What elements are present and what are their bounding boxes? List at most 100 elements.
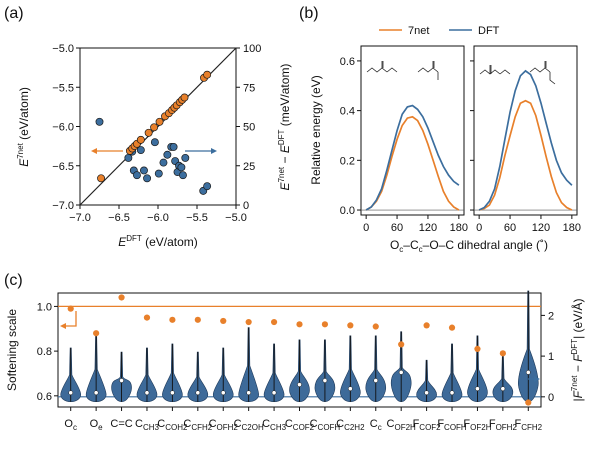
y2-tick-label: 1 — [548, 351, 554, 363]
error-point — [136, 146, 145, 154]
error-point — [124, 153, 133, 162]
category-label: FOFH2 — [489, 418, 518, 432]
x-tick-label: −6.5 — [108, 212, 130, 224]
y2-tick-label: 0 — [243, 200, 249, 212]
violin-median — [475, 386, 480, 392]
panel-b-label: (b) — [299, 5, 319, 22]
y-tick-label: −5.5 — [52, 82, 74, 94]
panel-c-softening-dots — [67, 294, 532, 406]
y-tick-label: 0.6 — [37, 391, 52, 403]
y-tick-label: −6.0 — [52, 122, 74, 134]
softening-dot — [347, 322, 354, 329]
violin-median — [424, 390, 429, 396]
x-tick-label: 0 — [363, 222, 369, 234]
error-point — [169, 142, 178, 151]
energy-point — [150, 123, 159, 132]
x-tick-label: −7.0 — [69, 212, 91, 224]
error-point — [132, 171, 141, 180]
panel-c-label: (c) — [4, 272, 23, 289]
violin-median — [93, 390, 99, 396]
x-tick-label: −5.0 — [225, 212, 247, 224]
error-point — [163, 150, 172, 159]
right-arrow-blue — [185, 148, 217, 154]
x-tick-label: −6.0 — [147, 212, 169, 224]
softening-dot — [245, 318, 252, 326]
y-tick-label: 1.0 — [37, 301, 52, 313]
series-line-7net — [365, 115, 460, 211]
panel-c: (c) 0.60.81.0 012 Oc Oe C=C CCH3CCOH2CCFH2C… — [4, 272, 585, 432]
softening-dot — [398, 341, 405, 348]
category-label: Cc — [370, 418, 382, 432]
panel-a-y2-ticks: 0 25 50 75 100 — [236, 43, 261, 212]
softening-dot — [93, 330, 100, 337]
panel-b-x-ticks: 0 60 120 180 0 60 120 180 — [363, 215, 581, 234]
energy-point — [180, 93, 189, 102]
energy-point — [136, 135, 145, 144]
softening-dot — [118, 294, 125, 301]
category-label: CCOFH — [310, 418, 341, 432]
violin-median — [144, 390, 150, 396]
violin-median — [170, 390, 175, 396]
error-point — [179, 171, 187, 180]
series-line-7net — [478, 99, 573, 211]
panel-a-energy-points — [97, 70, 212, 183]
softening-dot — [67, 305, 74, 312]
legend-label-7net: 7net — [408, 25, 429, 37]
category-label: CCOF2 — [285, 418, 315, 432]
panel-b-legend: 7net DFT — [379, 25, 500, 37]
category-label: CCH3 — [262, 418, 287, 432]
category-label: C=C — [110, 418, 132, 430]
violin-median — [525, 370, 531, 375]
x-tick-label: 60 — [391, 222, 403, 234]
softening-dot — [143, 314, 151, 321]
softening-dot — [220, 317, 227, 325]
error-point — [159, 158, 168, 167]
violin-median — [220, 390, 226, 396]
category-label: FCOF2 — [413, 418, 442, 432]
violin-median — [373, 378, 379, 383]
error-point — [150, 138, 159, 147]
violin-median — [322, 378, 328, 383]
softening-dot — [372, 323, 379, 330]
category-label: CC2OH — [234, 418, 264, 432]
x-tick-label: 60 — [504, 222, 516, 234]
molecule-sketch-1 — [366, 61, 398, 73]
panel-b-x-label: Oc–Cc–O–C dihedral angle (˚) — [390, 238, 548, 254]
error-point — [95, 117, 104, 126]
energy-point — [144, 128, 153, 137]
panel-a-x-ticks: −7.0 −6.5 −6.0 −5.5 −5.0 — [69, 205, 247, 224]
y-tick-label: 0.2 — [340, 155, 355, 167]
y-tick-label: 0.0 — [340, 205, 355, 217]
category-label: CCOH2 — [157, 418, 188, 432]
violin-median — [398, 370, 404, 375]
softening-dot — [448, 324, 456, 331]
violin-median — [68, 390, 74, 396]
y-tick-label: −6.5 — [52, 161, 74, 173]
x-tick-label: 180 — [563, 222, 581, 234]
violin-median — [195, 390, 201, 396]
molecule-sketch-2 — [417, 61, 439, 80]
category-label: COF2H — [387, 418, 417, 432]
category-label: FOF2H — [463, 418, 491, 432]
series-line-dft — [478, 69, 573, 211]
category-label: Oe — [90, 418, 104, 432]
panel-a-x-label: EDFT (eV/atom) — [118, 234, 198, 249]
violin-median — [246, 390, 252, 396]
y-tick-label: 0.4 — [340, 106, 355, 118]
panel-c-y-label: Softening scale — [5, 309, 19, 391]
y-tick-label: −5.0 — [52, 43, 74, 55]
violin-median — [347, 386, 353, 392]
category-label: CCFH2 — [183, 418, 212, 432]
panel-b-y-label: Relative energy (eV) — [309, 75, 323, 184]
panel-c-violins — [60, 290, 539, 403]
softening-dot — [474, 345, 481, 352]
left-arrow-orange — [91, 148, 123, 154]
panel-a: (a) −7.0 −6.5 −6.0 −5.5 −5.0 −7.0 −6.5 −6.0 −5.… — [4, 5, 292, 249]
energy-point — [97, 174, 106, 183]
softening-dot — [499, 350, 506, 357]
molecule-sketch-4 — [529, 61, 556, 85]
c-right-arrow-blue — [528, 376, 540, 382]
y-tick-label: 0.8 — [37, 346, 52, 358]
error-point — [140, 166, 148, 175]
